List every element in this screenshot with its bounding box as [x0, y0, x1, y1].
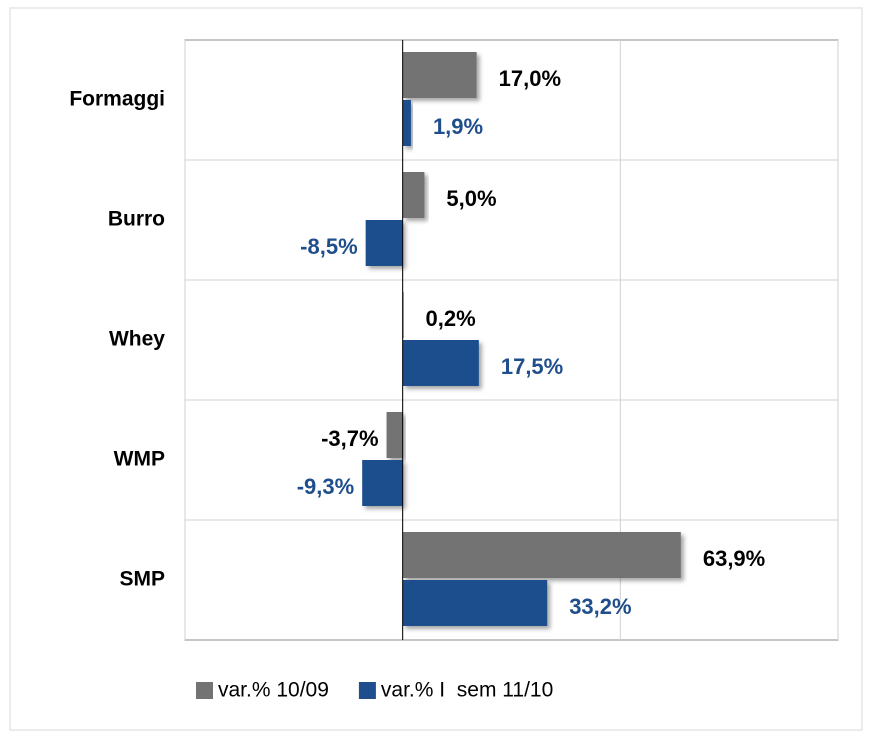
legend-swatch	[196, 682, 213, 699]
category-label: SMP	[119, 568, 165, 591]
value-label: 0,2%	[426, 306, 476, 331]
legend-label: var.% 10/09	[218, 679, 329, 702]
bar	[402, 52, 477, 98]
value-label: -3,7%	[321, 426, 378, 451]
category-label: WMP	[114, 448, 165, 471]
legend-label: var.% I sem 11/10	[381, 679, 553, 702]
bar	[386, 412, 403, 458]
value-label: 17,0%	[499, 66, 561, 91]
bar	[402, 172, 425, 218]
value-label: 33,2%	[569, 594, 631, 619]
value-label: 17,5%	[501, 354, 563, 379]
category-label: Whey	[109, 328, 165, 351]
bar	[402, 532, 681, 578]
bar	[402, 100, 411, 146]
category-label: Formaggi	[69, 88, 165, 111]
value-label: 5,0%	[446, 186, 496, 211]
value-label: -8,5%	[300, 234, 357, 259]
bar	[365, 220, 403, 266]
legend-swatch	[358, 682, 376, 699]
category-label: Burro	[108, 208, 165, 231]
bar	[402, 340, 479, 386]
bar	[362, 460, 403, 506]
value-label: 63,9%	[703, 546, 765, 571]
value-label: 1,9%	[433, 114, 483, 139]
value-label: -9,3%	[297, 474, 354, 499]
bar	[402, 580, 548, 626]
